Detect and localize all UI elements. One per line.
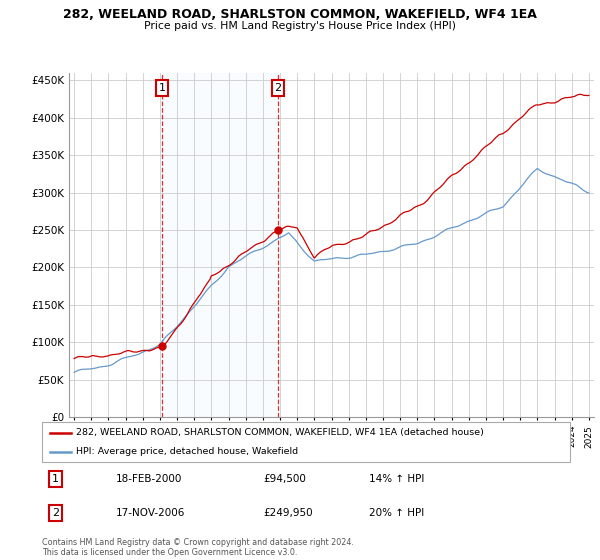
Text: 2: 2 [52,508,59,518]
Text: 1: 1 [52,474,59,484]
Text: 282, WEELAND ROAD, SHARLSTON COMMON, WAKEFIELD, WF4 1EA: 282, WEELAND ROAD, SHARLSTON COMMON, WAK… [63,8,537,21]
FancyBboxPatch shape [42,422,570,462]
Text: 14% ↑ HPI: 14% ↑ HPI [370,474,425,484]
Text: 282, WEELAND ROAD, SHARLSTON COMMON, WAKEFIELD, WF4 1EA (detached house): 282, WEELAND ROAD, SHARLSTON COMMON, WAK… [76,428,484,437]
Bar [162,73,278,417]
Text: 2: 2 [274,83,281,93]
Text: Price paid vs. HM Land Registry's House Price Index (HPI): Price paid vs. HM Land Registry's House … [144,21,456,31]
Text: £249,950: £249,950 [264,508,313,518]
Text: HPI: Average price, detached house, Wakefield: HPI: Average price, detached house, Wake… [76,447,298,456]
Text: £94,500: £94,500 [264,474,307,484]
Text: 18-FEB-2000: 18-FEB-2000 [116,474,182,484]
Text: 20% ↑ HPI: 20% ↑ HPI [370,508,425,518]
Text: 1: 1 [158,83,166,93]
Text: 17-NOV-2006: 17-NOV-2006 [116,508,185,518]
Text: Contains HM Land Registry data © Crown copyright and database right 2024.
This d: Contains HM Land Registry data © Crown c… [42,538,354,557]
